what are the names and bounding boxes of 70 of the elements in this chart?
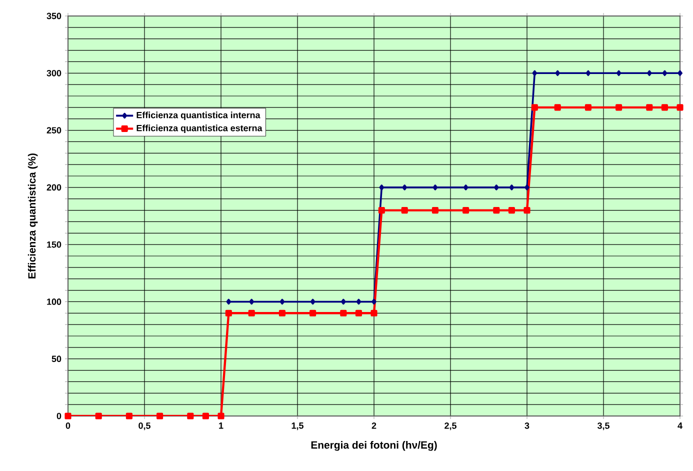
- point: [554, 104, 561, 111]
- point: [508, 206, 515, 214]
- point: [370, 310, 378, 316]
- point: [202, 412, 209, 420]
- point: [95, 412, 102, 420]
- point: [432, 184, 438, 190]
- point: [280, 298, 285, 305]
- point: [401, 206, 408, 214]
- y-tick-label: 350: [46, 12, 62, 20]
- point: [432, 206, 438, 214]
- point: [509, 184, 514, 190]
- point: [532, 70, 538, 76]
- point: [64, 412, 72, 420]
- point: [248, 310, 255, 316]
- y-tick-label: 50: [52, 356, 62, 362]
- y-axis-title: Efficienza quantistica (%): [28, 153, 38, 278]
- point: [616, 70, 622, 76]
- point: [379, 184, 384, 190]
- point: [356, 298, 362, 305]
- y-tick-label: 200: [46, 184, 62, 191]
- point: [584, 104, 592, 111]
- x-tick-label: 2,5: [444, 422, 456, 430]
- point: [494, 184, 499, 190]
- point: [646, 104, 653, 111]
- point: [524, 206, 530, 214]
- point: [462, 206, 470, 214]
- y-tick-label: 150: [47, 241, 62, 248]
- x-tick-label: 1,5: [292, 422, 304, 430]
- point: [278, 310, 286, 316]
- legend-label: Efficienza quantistica interna: [136, 112, 260, 120]
- point: [493, 206, 500, 214]
- point: [310, 310, 316, 316]
- point: [531, 104, 538, 111]
- point: [218, 412, 224, 420]
- point: [661, 104, 668, 111]
- point: [555, 70, 560, 76]
- y-tick-label: 0: [56, 412, 62, 420]
- point: [463, 184, 468, 190]
- y-tick-label: 300: [46, 70, 62, 76]
- point: [662, 70, 668, 76]
- y-tick-label: 100: [47, 298, 62, 305]
- point: [187, 412, 194, 420]
- point: [156, 412, 164, 420]
- point: [310, 298, 316, 305]
- x-tick-label: 3,5: [597, 422, 610, 430]
- x-tick-label: 0: [66, 422, 70, 429]
- point: [355, 310, 362, 316]
- point: [586, 70, 591, 76]
- x-tick-label: 3: [524, 422, 530, 429]
- point: [340, 310, 347, 316]
- point: [647, 70, 652, 76]
- point: [126, 412, 132, 420]
- x-tick-label: 1: [219, 422, 224, 429]
- point: [378, 206, 385, 214]
- x-tick-label: 0,5: [138, 422, 150, 430]
- point: [372, 298, 376, 305]
- x-tick-label: 4: [678, 422, 682, 429]
- point: [616, 104, 622, 111]
- point: [225, 310, 232, 316]
- y-tick-label: 250: [46, 127, 62, 134]
- point: [676, 104, 684, 111]
- point: [678, 70, 682, 76]
- x-tick-label: 2: [372, 422, 376, 429]
- point: [341, 298, 346, 305]
- point: [402, 184, 407, 190]
- x-axis-title: Energia dei fotoni (hν/Eg): [311, 441, 437, 451]
- point: [524, 184, 530, 190]
- point: [249, 298, 254, 305]
- point: [226, 298, 232, 305]
- legend-label: Efficienza quantistica esterna: [136, 124, 262, 134]
